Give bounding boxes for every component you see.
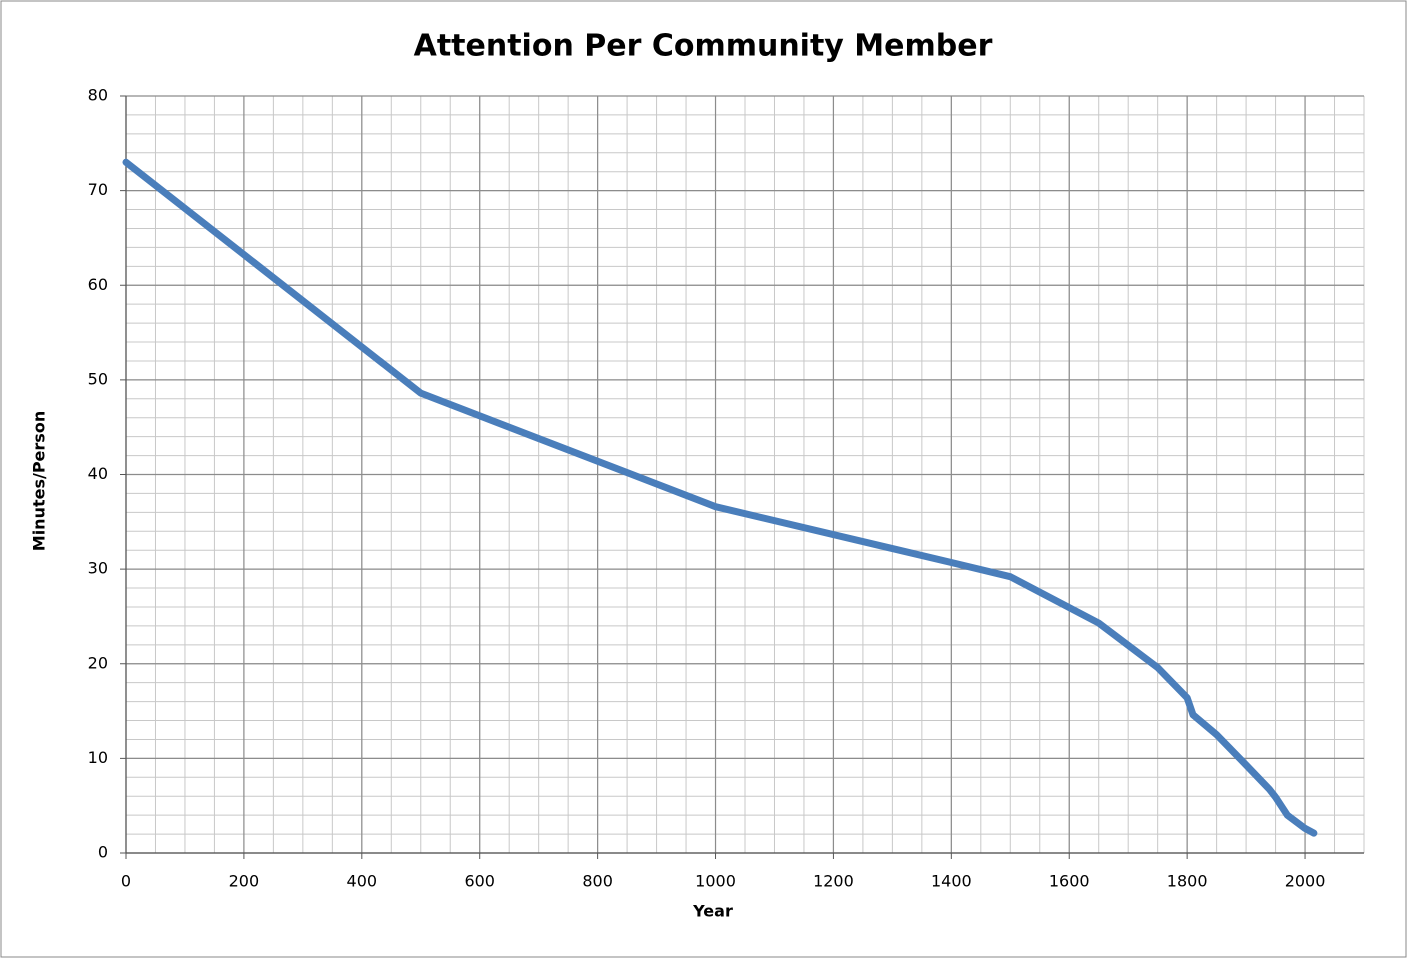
y-axis-label: Minutes/Person	[30, 411, 49, 551]
x-tick-label: 600	[464, 872, 495, 891]
x-tick-label: 1400	[931, 872, 972, 891]
x-tick-label: 800	[582, 872, 613, 891]
y-tick-label: 40	[88, 464, 108, 483]
x-tick-label: 200	[229, 872, 260, 891]
x-tick-label: 1800	[1167, 872, 1208, 891]
x-tick-label: 400	[347, 872, 378, 891]
x-tick-label: 0	[121, 872, 131, 891]
y-tick-label: 60	[88, 275, 108, 294]
x-tick-label: 1600	[1049, 872, 1090, 891]
x-tick-label: 1200	[813, 872, 854, 891]
x-tick-label: 1000	[695, 872, 736, 891]
y-tick-label: 0	[98, 843, 108, 862]
x-axis-label: Year	[692, 902, 733, 921]
y-tick-label: 50	[88, 369, 108, 388]
y-tick-label: 30	[88, 559, 108, 578]
y-tick-label: 10	[88, 748, 108, 767]
y-tick-label: 20	[88, 653, 108, 672]
data-line	[122, 158, 1318, 837]
y-tick-label: 80	[88, 86, 108, 105]
y-tick-label: 70	[88, 180, 108, 199]
chart-title: Attention Per Community Member	[414, 29, 993, 64]
x-tick-label: 2000	[1285, 872, 1326, 891]
